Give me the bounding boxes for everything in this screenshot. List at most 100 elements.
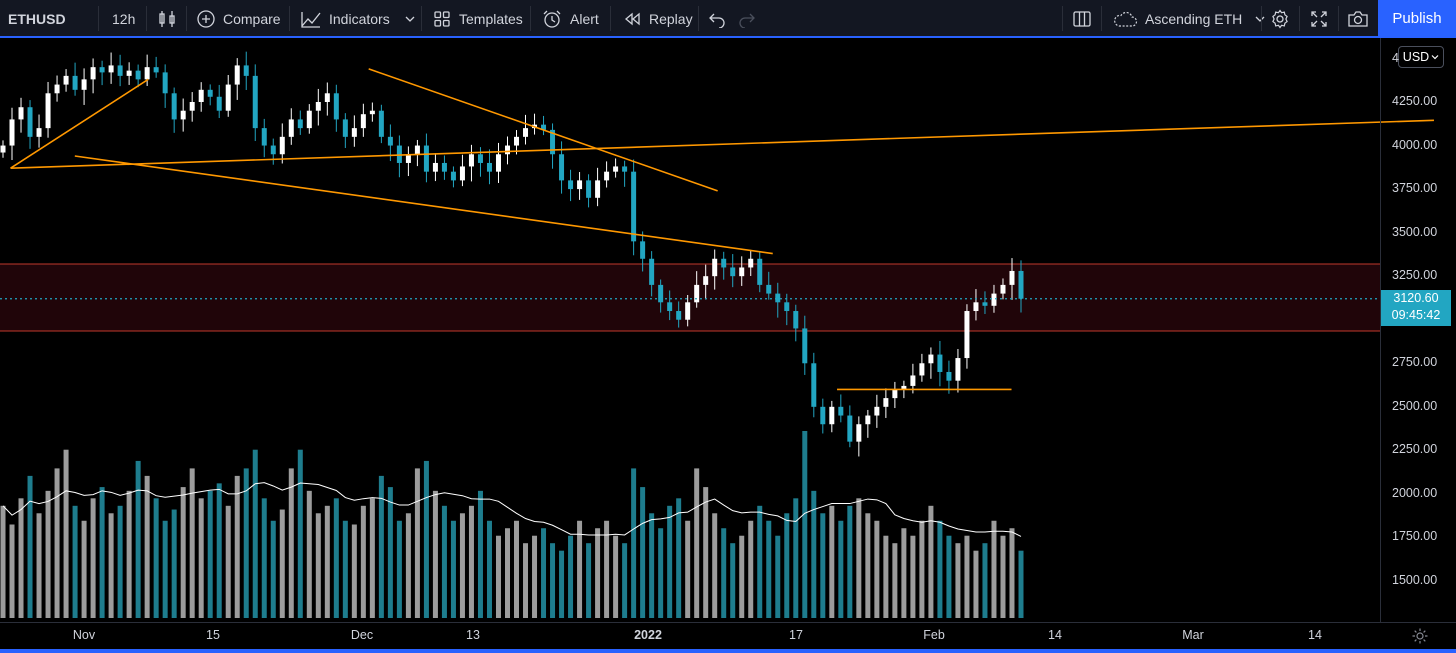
layout-name-label: Ascending ETH (1145, 10, 1243, 27)
volume-bar (144, 475, 150, 618)
volume-bar (261, 498, 267, 618)
candle-body (342, 119, 348, 137)
candle-body (135, 70, 141, 80)
candle-body (523, 128, 529, 137)
symbol-label: ETHUSD (8, 10, 66, 27)
volume-bar (1000, 535, 1006, 618)
replay-icon (624, 12, 640, 25)
volume-bar (541, 528, 547, 618)
volume-bar (117, 505, 123, 618)
candle-body (243, 65, 249, 76)
candle-body (1018, 270, 1024, 299)
price-tick-label: 3250.00 (1392, 268, 1438, 283)
volume-bar (54, 468, 60, 618)
volume-bar (9, 524, 15, 618)
bar-countdown: 09:45:42 (1391, 308, 1441, 322)
scale-settings-button[interactable] (1411, 627, 1429, 650)
volume-bar (135, 460, 141, 618)
volume-bar (595, 528, 601, 618)
candle-body (270, 145, 276, 155)
volume-bar (631, 468, 637, 618)
volume-bar (847, 505, 853, 618)
layout-button[interactable] (1064, 0, 1100, 37)
candles (0, 51, 1024, 457)
divider (530, 6, 531, 31)
volume-bar (775, 535, 781, 618)
candle-body (991, 293, 997, 306)
undo-button[interactable] (702, 0, 732, 37)
candle-body (973, 302, 979, 312)
candle-body (721, 258, 727, 268)
volume-bar (288, 468, 294, 618)
layout-name-button[interactable]: Ascending ETH (1104, 0, 1265, 37)
volume-bar (703, 487, 709, 618)
snapshot-button[interactable] (1339, 0, 1377, 37)
candle-body (712, 258, 718, 277)
candle-body (856, 424, 862, 442)
candle-body (27, 107, 33, 137)
volume-bar (739, 535, 745, 618)
volume-bar (748, 520, 754, 618)
alert-button[interactable]: Alert (533, 0, 609, 37)
divider (1299, 6, 1300, 31)
volume-bar (279, 509, 285, 618)
price-tick-label: 1500.00 (1392, 573, 1438, 587)
candle-body (757, 258, 763, 285)
candle-body (144, 67, 150, 80)
replay-label: Replay (649, 10, 693, 27)
time-scale[interactable] (0, 622, 1456, 653)
publish-button[interactable]: Publish (1378, 0, 1456, 37)
volume-bar (495, 535, 501, 618)
currency-select[interactable]: USD (1398, 46, 1444, 68)
volume-bar (45, 490, 51, 618)
fullscreen-icon (1311, 10, 1327, 27)
candle-body (225, 84, 231, 111)
chevron-down-icon (1431, 55, 1439, 60)
volume-bar (81, 520, 87, 618)
volume-bar (171, 509, 177, 618)
redo-button[interactable] (732, 0, 762, 37)
interval-button[interactable]: 12h (104, 0, 146, 37)
candle-body (261, 128, 267, 146)
trend-line (74, 155, 773, 255)
replay-button[interactable]: Replay (614, 0, 698, 37)
candle-body (982, 302, 988, 306)
cloud-icon (1114, 11, 1138, 27)
volume-bar (405, 513, 411, 618)
divider (186, 6, 187, 31)
last-price-label: 3120.60 09:45:42 (1381, 290, 1451, 326)
candle-body (658, 284, 664, 303)
fullscreen-button[interactable] (1300, 0, 1338, 37)
settings-button[interactable] (1262, 0, 1298, 37)
chart-type-button[interactable] (150, 0, 184, 37)
candle-body (216, 96, 222, 111)
volume-bar (793, 498, 799, 618)
volume-bar (315, 513, 321, 618)
indicators-button[interactable]: Indicators (292, 0, 420, 37)
candle-body (486, 162, 492, 172)
candle-body (45, 93, 51, 129)
volume-bar (784, 513, 790, 618)
candle-body (504, 145, 510, 155)
templates-button[interactable]: Templates (424, 0, 528, 37)
compare-button[interactable]: Compare (188, 0, 288, 37)
volume-bar (450, 520, 456, 618)
volume-bar (586, 543, 592, 618)
volume-bar (892, 543, 898, 618)
time-tick-label: 15 (206, 628, 220, 642)
candle-body (207, 89, 213, 97)
volume-bars (0, 431, 1024, 618)
templates-label: Templates (459, 10, 523, 27)
divider (698, 6, 699, 31)
candle-body (9, 119, 15, 146)
volume-bar (883, 535, 889, 618)
time-tick-label: 17 (789, 628, 803, 642)
volume-bar (0, 505, 6, 618)
candle-body (405, 154, 411, 163)
symbol-search[interactable]: ETHUSD (0, 0, 98, 37)
camera-icon (1348, 10, 1368, 27)
divider (1338, 6, 1339, 31)
price-tick-label: 3500.00 (1392, 224, 1438, 239)
volume-bar (270, 520, 276, 618)
